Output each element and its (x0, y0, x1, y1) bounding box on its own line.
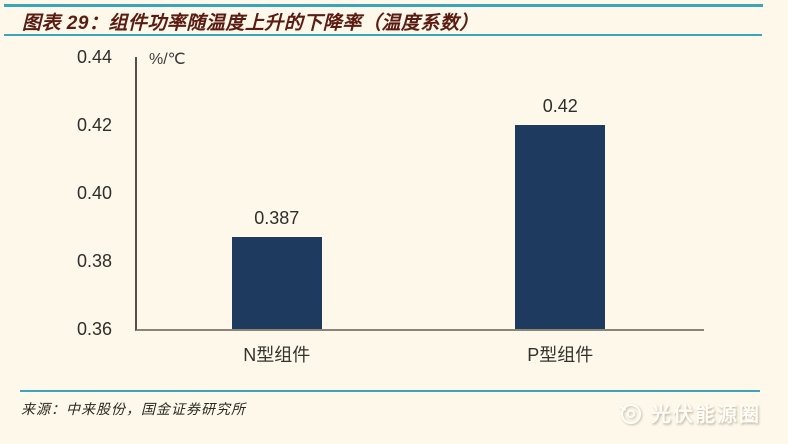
y-axis-tick-label: 0.44 (76, 47, 112, 67)
x-axis-category-label: P型组件 (527, 345, 594, 365)
chart-caption: 图表 29：组件功率随温度上升的下降率（温度系数） (22, 13, 479, 34)
footer-rule (20, 390, 760, 392)
watermark-label: 光伏能源圈 (651, 404, 761, 426)
y-axis-tick-label: 0.42 (76, 115, 112, 135)
x-axis-category-label: N型组件 (243, 345, 311, 365)
bar-1 (515, 125, 606, 329)
plot-area (135, 57, 704, 331)
y-axis-tick-label: 0.36 (76, 319, 112, 339)
bar-value-label: 0.387 (254, 208, 300, 229)
source-note: 来源：中来股份，国金证券研究所 (21, 401, 246, 417)
title-bottom-rule (4, 34, 762, 36)
bar-value-label: 0.42 (542, 96, 578, 116)
y-axis-tick-label: 0.38 (76, 251, 112, 271)
camera-logo-icon (616, 400, 644, 426)
y-axis-unit-label: %/℃ (149, 51, 186, 68)
title-top-rule (4, 4, 763, 7)
bar-0 (231, 237, 322, 329)
watermark: 光伏能源圈 (616, 398, 761, 427)
y-axis-tick-label: 0.40 (76, 183, 112, 203)
